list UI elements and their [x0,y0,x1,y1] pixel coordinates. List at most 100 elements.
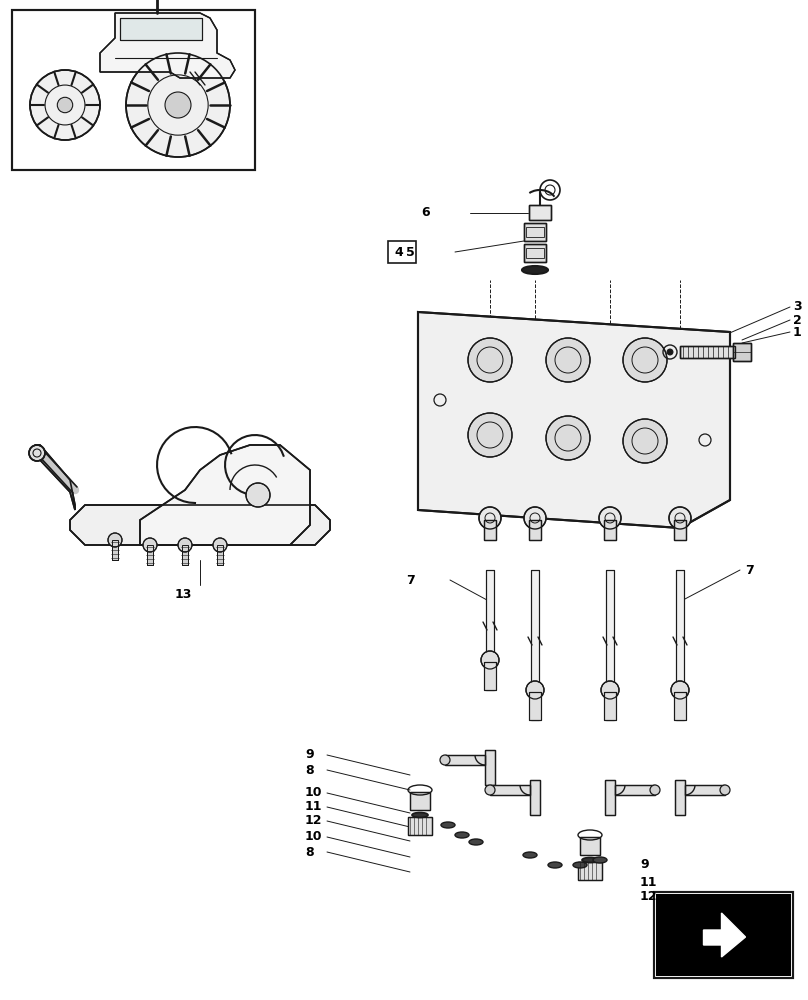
Bar [529,520,541,540]
Bar [408,817,432,835]
Bar [604,692,616,720]
Bar [604,692,616,720]
Bar [529,205,551,220]
Circle shape [30,70,100,140]
Text: 9: 9 [305,748,314,762]
Circle shape [246,483,270,507]
Bar [529,520,541,540]
Ellipse shape [469,839,483,845]
Ellipse shape [522,266,548,274]
Bar [182,545,188,565]
Bar [410,792,430,810]
Bar [615,785,655,795]
Text: 7: 7 [406,574,415,586]
Bar [445,755,485,765]
Bar [604,520,616,540]
Circle shape [546,338,590,382]
Ellipse shape [548,862,562,868]
Text: 3: 3 [793,300,802,314]
Bar [445,755,485,765]
Ellipse shape [441,822,455,828]
Bar [484,520,496,540]
Polygon shape [418,312,730,528]
Circle shape [108,533,122,547]
Bar [580,837,600,855]
Bar [676,570,684,720]
Ellipse shape [573,862,587,868]
Circle shape [623,338,667,382]
Bar [656,894,791,976]
Circle shape [143,538,157,552]
Circle shape [599,507,621,529]
Text: 5: 5 [406,245,415,258]
Bar [580,837,600,855]
Circle shape [178,538,192,552]
Ellipse shape [582,857,598,862]
Polygon shape [140,445,310,545]
Bar [120,18,202,40]
Circle shape [29,445,45,461]
Polygon shape [35,445,75,510]
Text: 10: 10 [305,786,322,800]
Bar [674,520,686,540]
Bar [675,780,685,815]
Bar [680,346,735,358]
Bar [524,223,546,241]
Circle shape [546,416,590,460]
Bar [388,241,416,263]
Circle shape [213,538,227,552]
Bar [147,545,153,565]
Circle shape [526,681,544,699]
Bar [674,692,686,720]
Bar [485,750,495,785]
Text: 12: 12 [640,890,658,904]
Bar [147,545,153,565]
Bar [578,862,602,880]
Bar [685,785,725,795]
Text: 4: 4 [394,245,402,258]
Bar [484,520,496,540]
Text: 13: 13 [175,588,192,601]
Bar [529,692,541,720]
Bar [217,545,223,565]
Text: 9: 9 [640,858,649,871]
Bar [490,785,530,795]
Bar [654,892,793,978]
Ellipse shape [455,832,469,838]
Polygon shape [704,913,746,957]
Bar [531,570,539,720]
Bar [112,540,118,560]
Bar [524,244,546,262]
Text: 1: 1 [793,326,802,338]
Bar [12,10,255,170]
Circle shape [485,785,495,795]
Polygon shape [100,13,235,78]
Bar [484,662,496,690]
Bar [606,570,614,720]
Ellipse shape [523,852,537,858]
Bar [680,346,735,358]
Bar [604,520,616,540]
Polygon shape [70,505,330,545]
Bar [486,570,494,690]
Bar [606,570,614,720]
Text: 11: 11 [640,876,658,888]
Bar [486,570,494,690]
Bar [120,18,202,40]
Ellipse shape [412,812,428,818]
Circle shape [126,53,230,157]
Bar [615,785,655,795]
Circle shape [165,92,191,118]
Bar [674,520,686,540]
Text: 7: 7 [745,564,754,576]
Text: 11: 11 [305,800,322,814]
Ellipse shape [593,857,607,863]
Bar [524,244,546,262]
Bar [526,227,544,237]
Bar [733,343,751,361]
Circle shape [650,785,660,795]
Bar [733,343,751,361]
Bar [674,692,686,720]
Bar [524,223,546,241]
Text: 6: 6 [422,207,430,220]
